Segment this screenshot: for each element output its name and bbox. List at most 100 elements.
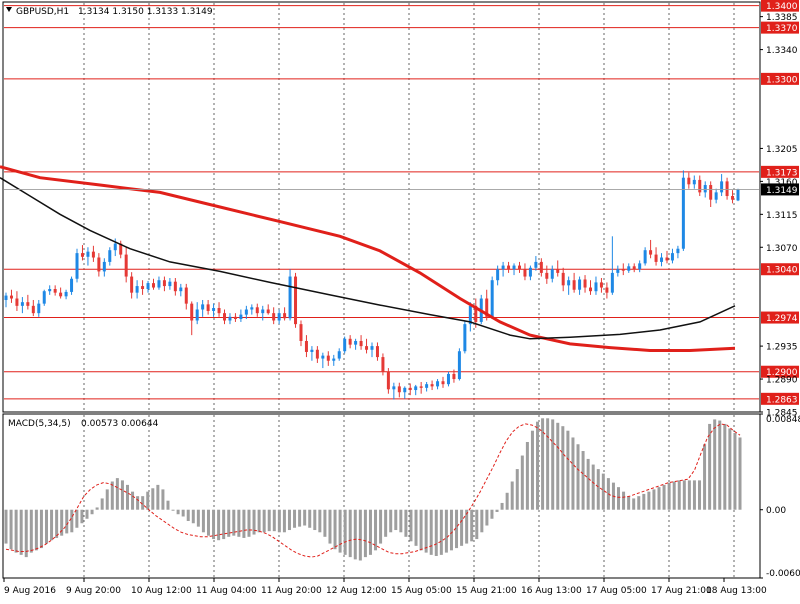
macd-tick-label: 0.00 (766, 506, 786, 516)
candle-body-bull (370, 346, 374, 350)
macd-bar (586, 458, 590, 510)
candle-body-bull (70, 278, 74, 292)
macd-axis: 0.00848 0.00 -0.00605 (760, 413, 800, 579)
candle-body-bull (332, 358, 336, 361)
macd-bar (313, 509, 317, 531)
candle-body-bear (141, 286, 145, 289)
candle-body-bear (539, 261, 543, 273)
candle-body-bull (414, 386, 418, 391)
candle-body-bull (496, 269, 500, 281)
price-level-label: 1.2900 (766, 368, 798, 378)
macd-label: MACD(5,34,5) (8, 419, 71, 429)
price-tick-label: 1.3115 (766, 211, 798, 221)
price-level-label-bg (761, 165, 799, 178)
candle-body-bear (255, 307, 259, 314)
price-panel-frame (2, 1, 761, 413)
macd-bar (622, 491, 626, 510)
macd-bar (642, 493, 646, 510)
macd-bar (662, 484, 666, 510)
macd-bar (90, 509, 94, 515)
candle-body-bull (4, 295, 8, 300)
macd-values: 0.00573 0.00644 (81, 419, 159, 429)
time-tick-label: 9 Aug 2016 (4, 586, 56, 596)
candle-body-bull (135, 286, 139, 293)
macd-bar (551, 419, 555, 510)
time-tick-label: 16 Aug 13:00 (521, 586, 582, 596)
candle-body-bear (266, 309, 270, 314)
time-tick-label: 10 Aug 12:00 (131, 586, 192, 596)
candle-body-bear (474, 305, 478, 322)
macd-bar (156, 484, 160, 510)
macd-bar (287, 509, 291, 531)
candle-body-bear (698, 179, 702, 193)
candle-body-bull (102, 261, 106, 272)
candle-body-bear (381, 357, 385, 372)
macd-bar (374, 509, 378, 551)
price-level-label-bg (761, 72, 799, 85)
macd-bar (318, 509, 322, 533)
horizontal-levels[interactable] (4, 5, 759, 400)
macd-bar (55, 509, 59, 538)
price-level-label: 1.3300 (766, 75, 798, 85)
candle-body-bull (228, 316, 232, 321)
macd-bar (698, 480, 702, 510)
candle-body-bull (37, 303, 41, 314)
macd-bar (409, 509, 413, 542)
candle-body-bear (408, 387, 412, 391)
candle-body-bear (556, 269, 560, 273)
price-axis: 1.3400 1.3370 1.3300 1.3173 1.3040 1.2974 1.29… (760, 0, 799, 419)
candle-body-bull (436, 381, 440, 387)
candle-body-bear (272, 313, 276, 321)
macd-bar (191, 509, 195, 524)
time-tick-label: 17 Aug 21:00 (651, 586, 712, 596)
candle-body-bear (507, 265, 511, 270)
macd-bar (186, 509, 190, 522)
macd-bar (293, 509, 297, 528)
price-level-label-bg (761, 0, 799, 12)
price-level-label: 1.2974 (766, 314, 798, 324)
macd-bar (358, 509, 362, 561)
candle-body-bear (365, 346, 369, 350)
candle-body-bull (113, 243, 117, 251)
time-tick-label: 15 Aug 21:00 (456, 586, 517, 596)
candle-body-bear (731, 196, 735, 200)
macd-bar (247, 509, 251, 537)
macd-bar (475, 509, 479, 540)
candle-body-bear (419, 386, 423, 388)
candle-body-bear (572, 280, 576, 290)
moving-average-red-line[interactable] (0, 165, 736, 352)
macd-bar (267, 509, 271, 532)
current-price-label-bg (761, 183, 799, 196)
macd-bar (201, 509, 205, 533)
candle-body-bear (725, 181, 729, 197)
macd-bar (80, 509, 84, 524)
macd-bar (196, 509, 200, 527)
macd-bar (687, 480, 691, 510)
current-price-label: 1.3149 (766, 186, 798, 196)
candle-body-bear (452, 373, 456, 380)
macd-bar (571, 437, 575, 510)
macd-bar (718, 420, 722, 510)
macd-bar (303, 509, 307, 526)
macd-bar (652, 489, 656, 510)
price-tick-label: 1.2845 (766, 409, 798, 419)
candle-body-bull (168, 281, 172, 287)
macd-bar (647, 491, 651, 510)
candle-body-bull (337, 351, 341, 359)
candle-body-bear (184, 287, 188, 304)
candle-body-bull (392, 386, 396, 390)
macd-bar (328, 509, 332, 544)
candle-body-bull (512, 265, 516, 270)
candle-body-bear (162, 280, 166, 287)
macd-bar (252, 509, 256, 535)
macd-bar (65, 509, 69, 534)
candle-body-bear (599, 282, 603, 288)
candle-body-bear (523, 269, 527, 277)
macd-tick-label: 0.00848 (766, 415, 800, 425)
macd-bar (455, 509, 459, 549)
candle-body-bull (550, 269, 554, 279)
moving-average-black-line[interactable] (0, 177, 736, 340)
triangle-down-icon[interactable] (6, 7, 12, 12)
price-level-label-bg (761, 392, 799, 405)
